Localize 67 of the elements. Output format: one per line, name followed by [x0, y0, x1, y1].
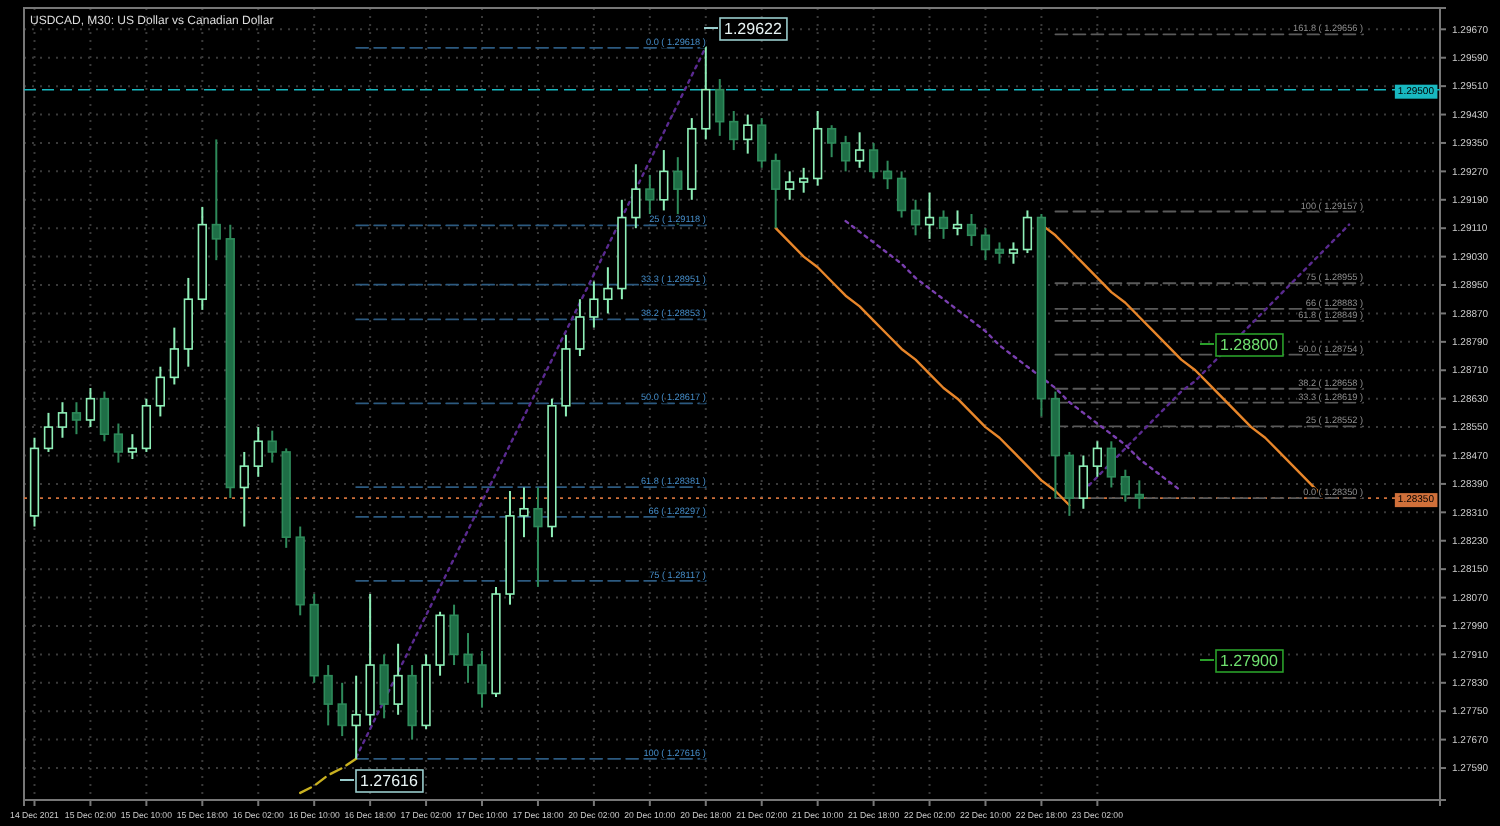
candlestick: [868, 141, 879, 180]
candlestick: [729, 110, 739, 152]
candlestick: [71, 401, 82, 436]
candlestick: [211, 138, 221, 262]
annotation: 1.27900: [1220, 652, 1279, 670]
candlestick: [253, 426, 263, 478]
annotation: 1.27616: [360, 772, 419, 790]
line-series: [354, 45, 707, 759]
candlestick: [85, 387, 96, 429]
candlestick: [743, 113, 753, 155]
candlestick: [1106, 440, 1116, 489]
candlestick: [924, 191, 935, 240]
candlestick: [43, 411, 54, 453]
candlestick: [980, 227, 991, 262]
candlestick: [994, 241, 1005, 265]
candlestick: [267, 429, 277, 464]
candlestick: [896, 170, 907, 219]
candlestick: [757, 117, 767, 169]
candlestick: [603, 266, 613, 315]
candlestick: [882, 159, 893, 191]
candlestick: [239, 450, 249, 528]
candlestick: [715, 78, 725, 137]
candlestick: [533, 486, 543, 588]
annotation: 1.28800: [1220, 336, 1279, 354]
candlestick: [1120, 468, 1130, 503]
candlestick: [771, 152, 781, 230]
candlestick: [1064, 450, 1075, 517]
candlestick: [840, 134, 851, 173]
candlestick: [449, 603, 459, 667]
annotation: 1.29622: [724, 20, 783, 38]
candlestick: [854, 131, 865, 169]
line-series: [774, 227, 1071, 507]
candlestick: [659, 149, 669, 212]
line-series: [299, 757, 358, 795]
candlestick: [1008, 241, 1019, 265]
candlestick: [477, 649, 487, 709]
candlestick: [379, 653, 389, 720]
candlestick: [1092, 440, 1103, 478]
candlestick: [1078, 454, 1089, 510]
candlestick: [701, 45, 711, 141]
candlestick: [1022, 209, 1033, 255]
candlestick: [645, 173, 655, 215]
candlestick: [799, 166, 809, 194]
candlestick: [169, 326, 179, 386]
candlestick: [393, 642, 403, 716]
candlestick: [463, 632, 473, 684]
candlestick: [589, 280, 599, 329]
candlestick: [155, 365, 165, 418]
line-series: [844, 219, 1183, 493]
candlestick: [337, 681, 347, 738]
candlestick: [323, 664, 333, 727]
candlestick: [1134, 479, 1144, 510]
candlestick: [785, 170, 795, 201]
candlestick: [141, 397, 152, 453]
candlestick: [827, 124, 837, 159]
candlestick: [952, 209, 963, 237]
candlestick: [99, 390, 110, 443]
candlestick: [910, 198, 921, 237]
candlestick: [966, 212, 977, 247]
candlestick: [351, 674, 361, 760]
candlestick: [57, 401, 68, 439]
candlestick: [575, 298, 585, 358]
candlestick: [127, 433, 138, 461]
candlestick: [519, 486, 529, 539]
candlestick: [113, 422, 124, 464]
candlestick: [938, 209, 949, 240]
candlestick: [631, 163, 641, 230]
